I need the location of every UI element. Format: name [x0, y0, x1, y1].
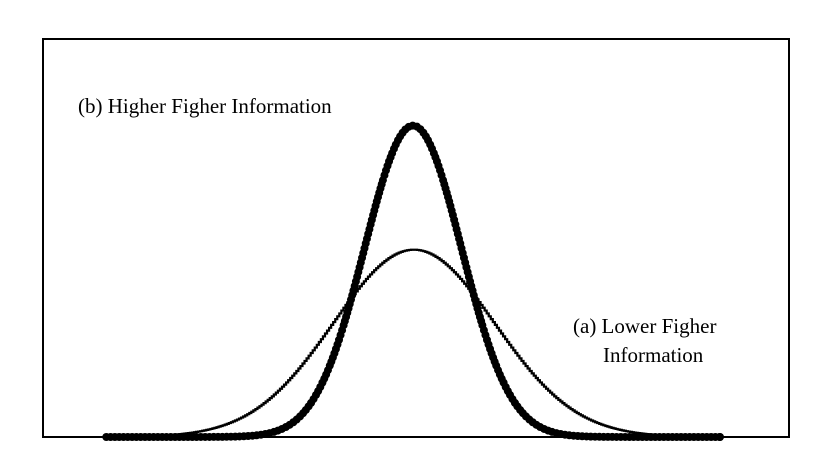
curve-b-point: [716, 433, 724, 441]
annotation-lower-fisher-line1: (a) Lower Figher: [573, 314, 716, 338]
plot-frame: [42, 38, 790, 438]
curve-higher-fisher-information: [102, 121, 724, 441]
annotation-lower-fisher-line2: Information: [603, 343, 704, 367]
annotation-higher-fisher-information: (b) Higher Figher Information: [78, 94, 332, 118]
curve-lower-fisher-information: [106, 248, 722, 438]
